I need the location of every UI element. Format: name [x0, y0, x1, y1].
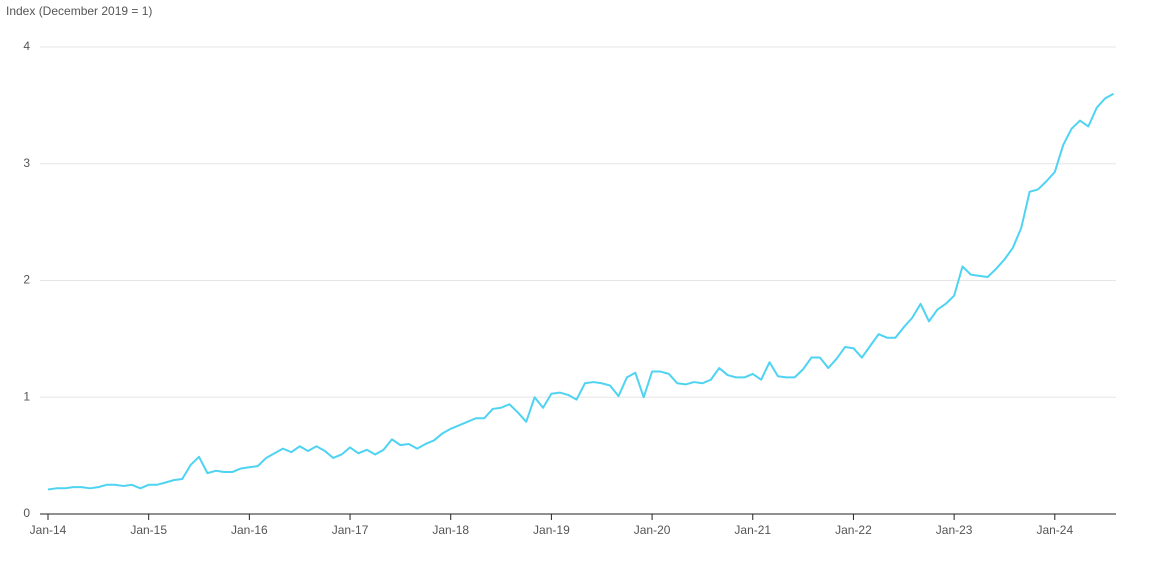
- y-tick-label: 3: [23, 156, 30, 170]
- y-tick-label: 2: [23, 273, 30, 287]
- x-tick-label: Jan-18: [432, 523, 469, 537]
- x-tick-label: Jan-23: [936, 523, 973, 537]
- data-line: [47, 92, 1115, 491]
- y-tick-label: 1: [23, 389, 30, 403]
- x-tick-label: Jan-16: [231, 523, 268, 537]
- y-tick-label: 0: [23, 506, 30, 520]
- x-tick-label: Jan-24: [1036, 523, 1073, 537]
- x-tick-label: Jan-17: [332, 523, 369, 537]
- y-tick-label: 4: [23, 39, 30, 53]
- x-tick-label: Jan-20: [634, 523, 671, 537]
- x-tick-label: Jan-21: [734, 523, 771, 537]
- y-axis-label: Index (December 2019 = 1): [6, 4, 152, 18]
- x-tick-label: Jan-19: [533, 523, 570, 537]
- x-tick-label: Jan-22: [835, 523, 872, 537]
- x-tick-label: Jan-14: [30, 523, 67, 537]
- x-tick-label: Jan-15: [130, 523, 167, 537]
